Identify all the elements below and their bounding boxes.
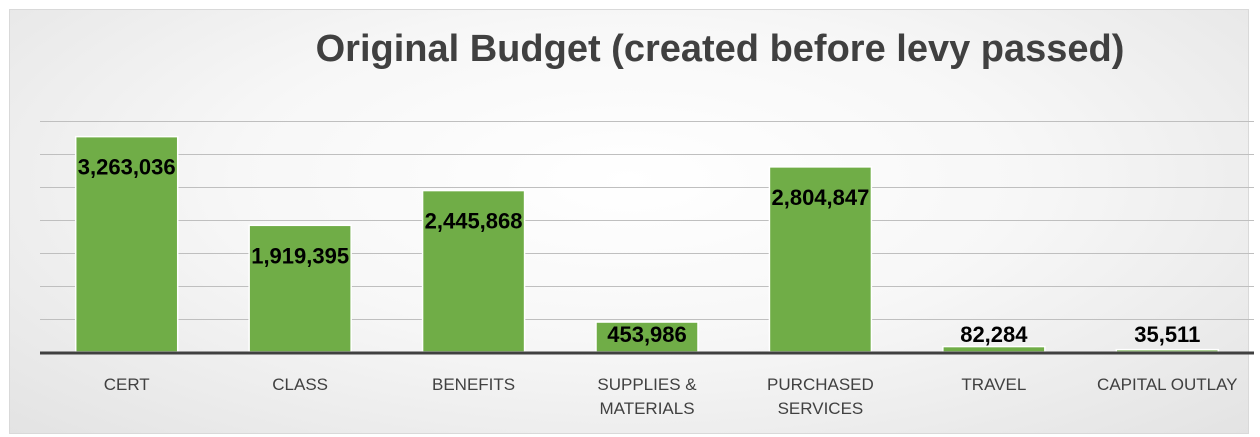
chart-title: Original Budget (created before levy pas…	[315, 28, 1125, 70]
bar-benefits	[421, 189, 526, 353]
data-label: 35,511	[1134, 322, 1200, 347]
data-label: 82,284	[960, 322, 1028, 347]
bar-purchased-services	[768, 166, 873, 353]
data-label: 1,919,395	[251, 243, 349, 268]
category-label: CLASS	[272, 375, 328, 394]
data-label: 3,263,036	[78, 155, 176, 180]
category-label: CAPITAL OUTLAY	[1097, 375, 1237, 394]
category-label: CERT	[104, 375, 150, 394]
data-label: 453,986	[607, 322, 687, 347]
bar-cert	[74, 135, 179, 353]
chart-area	[9, 9, 1249, 434]
data-label: 2,445,868	[425, 209, 523, 234]
bar-travel	[942, 345, 1046, 353]
data-label: 2,804,847	[771, 185, 869, 210]
category-label: SUPPLIES & MATERIALS	[597, 375, 697, 418]
category-label: TRAVEL	[961, 375, 1026, 394]
category-label: PURCHASED SERVICES	[767, 375, 874, 418]
bar-supplies-materials	[595, 321, 699, 353]
category-label: BENEFITS	[432, 375, 515, 394]
